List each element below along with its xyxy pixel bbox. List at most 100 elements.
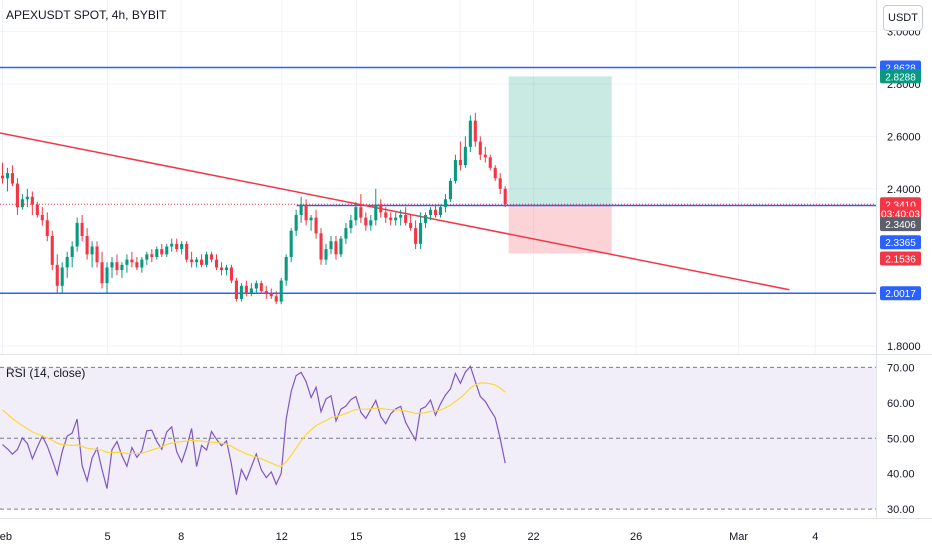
candle-body	[20, 199, 24, 208]
candle-body	[458, 159, 462, 166]
rsi-moving-average-line	[2, 382, 506, 468]
price-label-text: 2.3406	[885, 220, 916, 231]
candle-body	[145, 254, 149, 260]
candle-body	[60, 267, 64, 286]
candle-body	[165, 246, 169, 255]
rsi-tick-label: 40.00	[887, 469, 915, 481]
candle-body	[160, 249, 164, 255]
currency-button[interactable]: USDT	[883, 5, 923, 31]
trend-line[interactable]	[0, 132, 790, 291]
candle-body	[394, 217, 398, 221]
candle-body	[314, 217, 318, 234]
candle-body	[195, 259, 199, 263]
price-label-badge	[880, 235, 921, 250]
candle-body	[453, 159, 457, 181]
candle-body	[349, 220, 353, 229]
candle-body	[50, 236, 54, 265]
candle-body	[214, 259, 219, 268]
price-tick-label: 2.6000	[887, 131, 921, 143]
price-label-text: 03:40:03	[881, 209, 920, 220]
candle-body	[443, 199, 448, 208]
candle-body	[224, 267, 229, 271]
candle-body	[75, 222, 79, 247]
time-tick-label: 19	[454, 531, 466, 543]
candle-body	[175, 243, 179, 250]
candle-body	[304, 204, 308, 221]
time-axis[interactable]: Feb 5 8 12 15 19 22 26 Mar 4	[0, 531, 818, 543]
candle-body	[254, 283, 258, 289]
rsi-tick-label: 30.00	[887, 504, 915, 516]
candle-body	[289, 230, 293, 257]
candle-body	[200, 259, 204, 265]
candle-body	[90, 246, 94, 255]
candle-body	[150, 254, 154, 257]
candle-body	[70, 246, 74, 257]
rsi-line	[2, 365, 506, 495]
candle-body	[329, 241, 333, 250]
rsi-tick-label: 60.00	[887, 398, 915, 410]
candle-body	[170, 243, 174, 247]
candle-body	[473, 120, 477, 142]
candle-body	[135, 262, 139, 268]
candle-body	[374, 204, 378, 221]
candle-body	[180, 243, 184, 250]
candle-body	[30, 196, 34, 205]
candle-body	[229, 267, 233, 281]
candle-body	[15, 183, 19, 208]
price-tick-label: 1.8000	[887, 341, 921, 353]
time-tick-label: 4	[812, 531, 818, 543]
price-label-text: 2.0017	[885, 289, 916, 300]
candle-body	[249, 288, 253, 294]
rsi-pane	[0, 365, 876, 510]
symbol-title[interactable]: APEXUSDT SPOT, 4h, BYBIT	[6, 8, 167, 22]
candle-body	[25, 196, 29, 200]
candle-body	[10, 173, 14, 184]
price-label-text: 2.8288	[885, 72, 916, 83]
candle-body	[339, 238, 343, 255]
candle-body	[284, 256, 288, 281]
candle-body	[219, 267, 224, 271]
candle-body	[105, 267, 109, 284]
candle-body	[419, 222, 423, 244]
candle-body	[409, 222, 413, 229]
candle-body	[433, 209, 438, 216]
candle-body	[269, 293, 273, 297]
candle-body	[414, 228, 418, 244]
candle-body	[264, 291, 268, 294]
position-stop-zone[interactable]	[508, 205, 612, 254]
candle-body	[359, 207, 363, 218]
time-tick-label: 8	[178, 531, 184, 543]
long-position-tool[interactable]	[508, 76, 612, 254]
rsi-tick-label: 70.00	[887, 362, 915, 374]
time-tick-label: Feb	[0, 531, 12, 543]
price-label-text: 2.3410	[885, 200, 916, 211]
candle-body	[344, 228, 348, 239]
candle-body	[45, 220, 49, 236]
candle-body	[95, 246, 99, 263]
candle-body	[389, 217, 393, 221]
price-label-badge	[880, 69, 921, 84]
price-label-badge	[880, 286, 921, 301]
candle-body	[324, 249, 328, 260]
candle-body	[120, 264, 124, 271]
rsi-indicator-title[interactable]: RSI (14, close)	[6, 366, 86, 380]
rsi-axis[interactable]: 70.00 60.00 50.00 40.00 30.00	[887, 362, 915, 516]
price-label-badge	[880, 206, 921, 221]
price-tick-label: 2.4000	[887, 184, 921, 196]
candle-body	[55, 264, 59, 286]
candle-body	[364, 217, 368, 226]
time-tick-label: 12	[276, 531, 288, 543]
position-target-zone[interactable]	[508, 76, 612, 206]
candle-body	[40, 215, 44, 221]
time-tick-label: Mar	[729, 531, 748, 543]
time-tick-label: 5	[104, 531, 110, 543]
candle-body	[85, 236, 89, 255]
candle-body	[463, 146, 467, 166]
candle-body	[244, 285, 248, 294]
candle-body	[379, 204, 383, 213]
candle-body	[319, 233, 323, 260]
drawing-lines[interactable]	[0, 66, 876, 294]
candle-body	[438, 207, 443, 216]
candle-body	[488, 157, 492, 168]
